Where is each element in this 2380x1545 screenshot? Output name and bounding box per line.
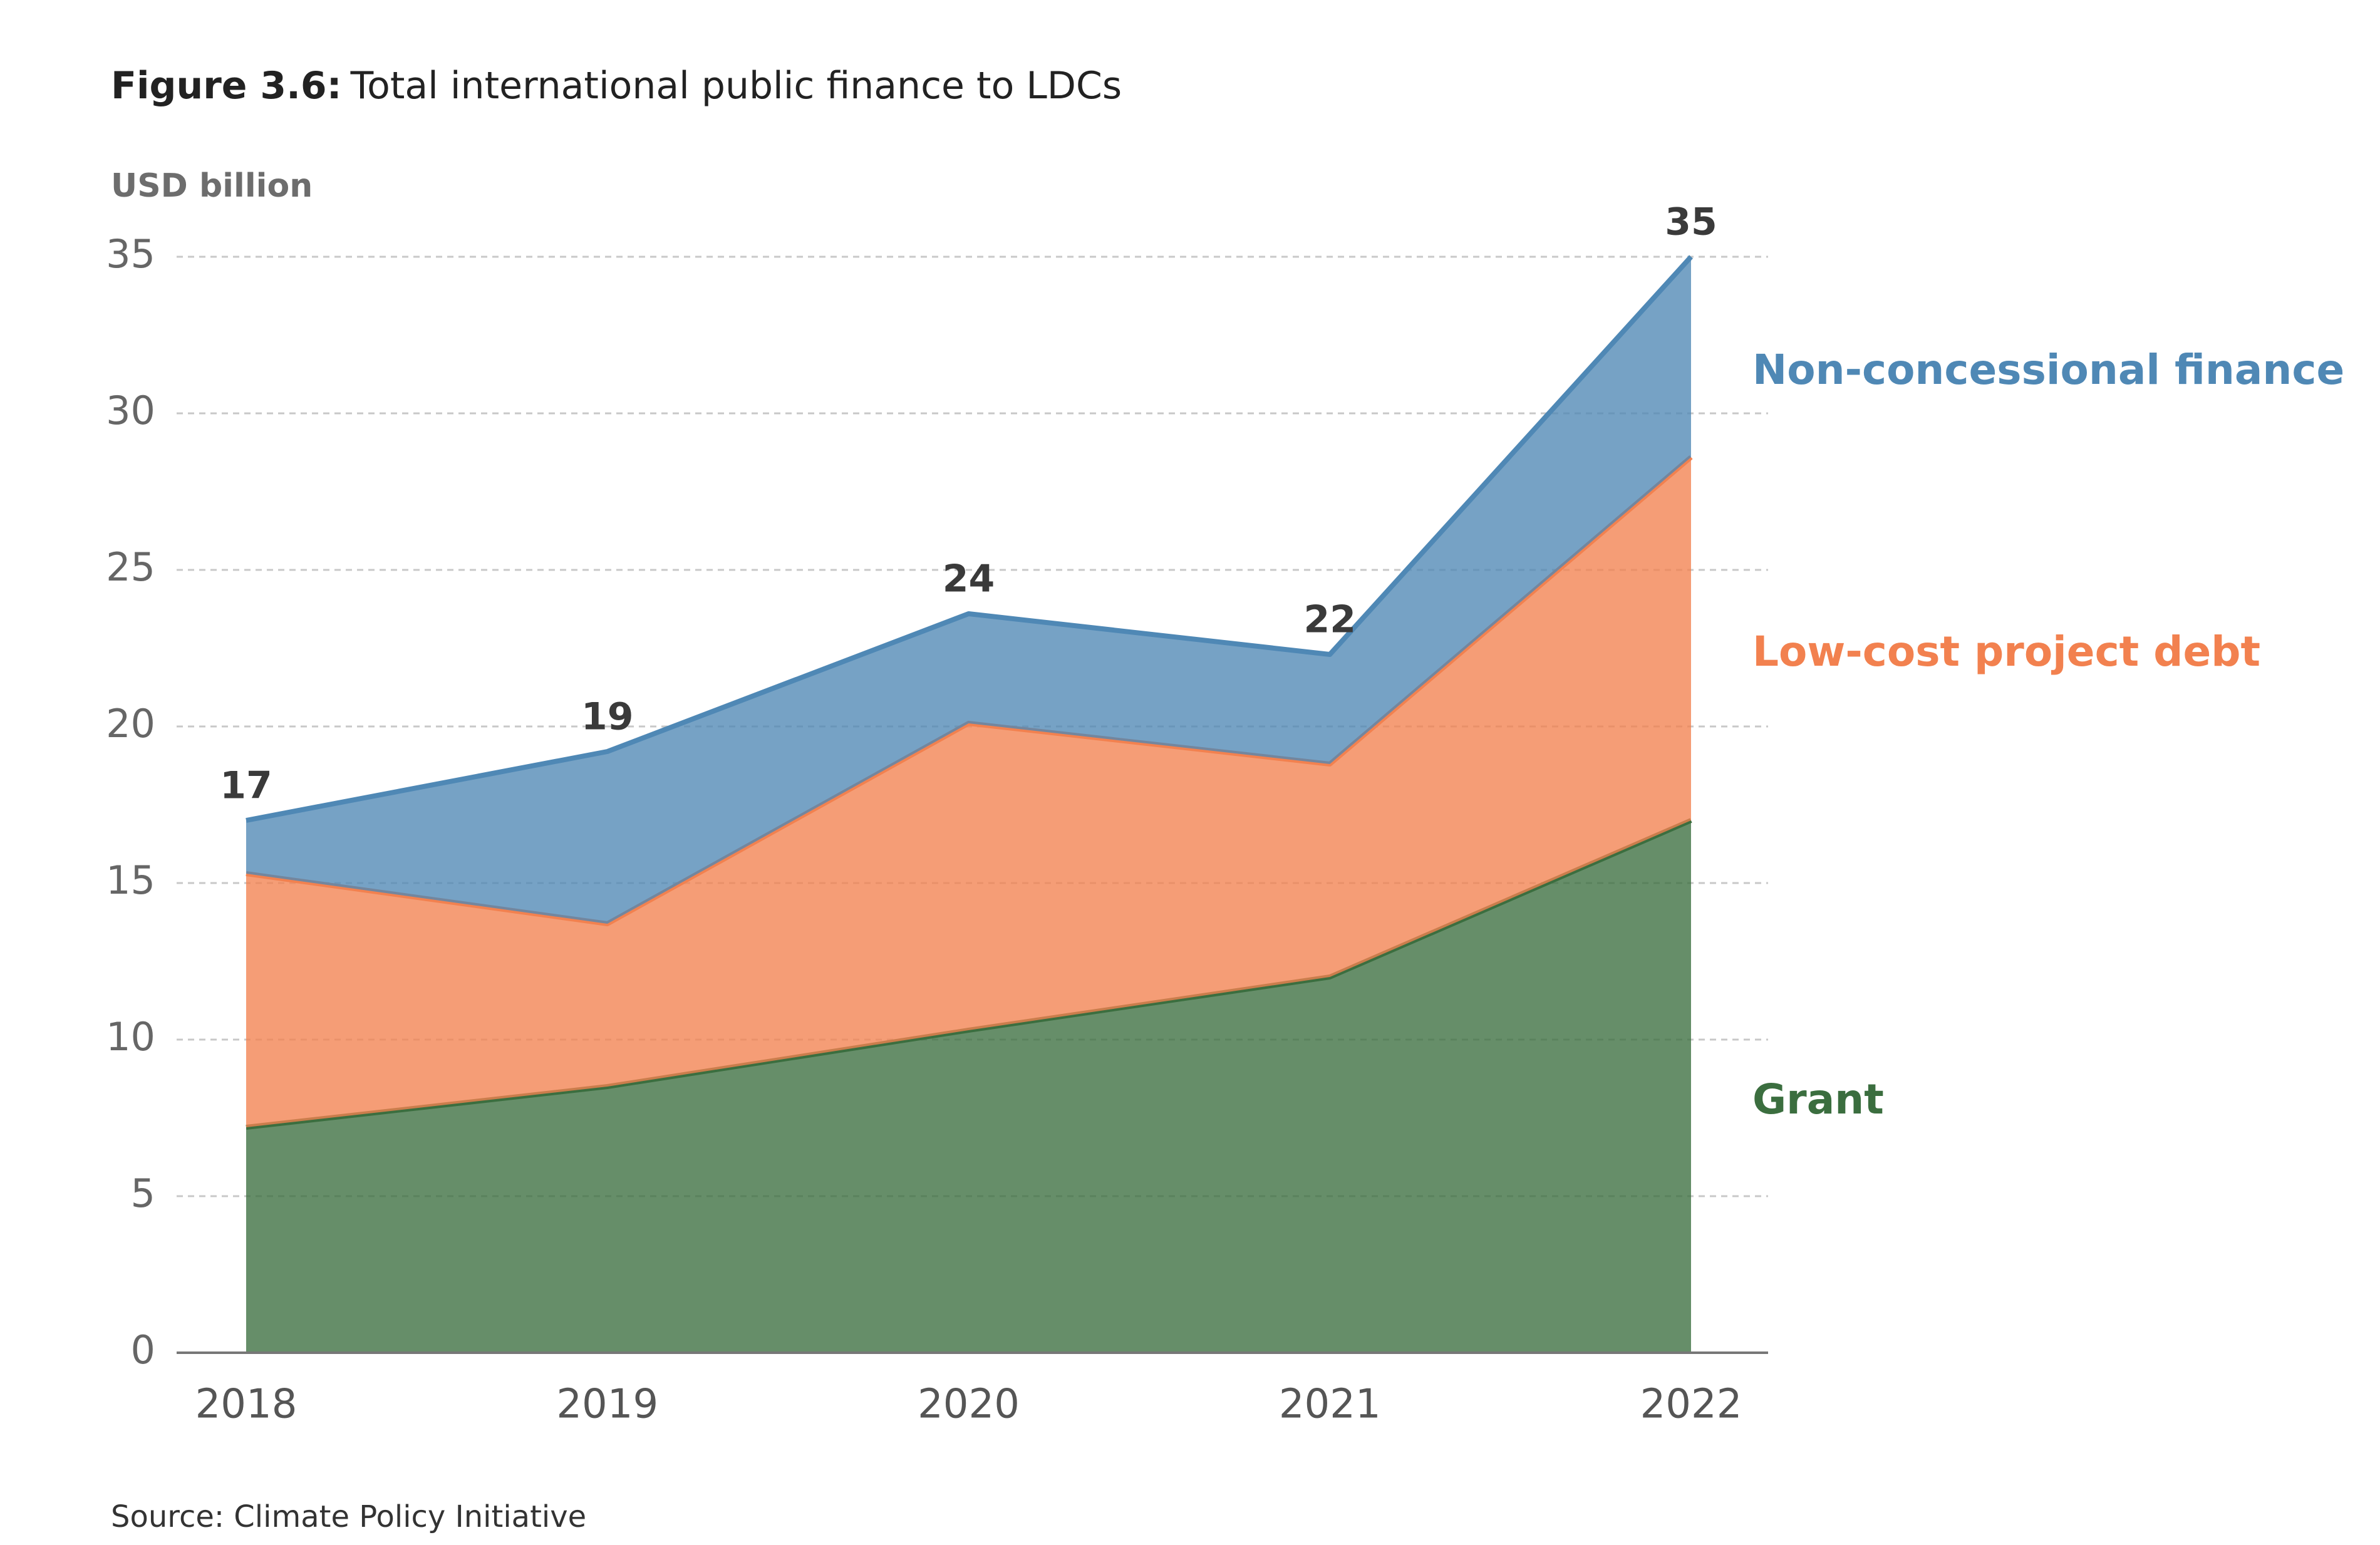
x-tick-label: 2018 — [195, 1382, 298, 1428]
area-edge — [246, 255, 1693, 823]
x-tick-label: 2021 — [1279, 1382, 1381, 1428]
legend-label: Low-cost project debt — [1752, 628, 2260, 676]
total-label: 22 — [1304, 598, 1357, 642]
y-tick-label: 25 — [106, 544, 155, 590]
x-tick-label: 2022 — [1640, 1382, 1742, 1428]
y-tick-label: 30 — [106, 388, 155, 433]
y-axis-label: USD billion — [111, 167, 313, 205]
area — [246, 457, 1691, 1127]
total-label: 35 — [1665, 200, 1717, 244]
x-tick-label: 2019 — [556, 1382, 658, 1428]
y-tick-label: 10 — [106, 1014, 155, 1060]
legend-label: Grant — [1752, 1075, 1884, 1124]
figure-label: Figure 3.6: — [111, 64, 342, 108]
area — [246, 820, 1691, 1353]
y-tick-label: 5 — [131, 1170, 155, 1216]
y-tick-label: 15 — [106, 857, 155, 903]
y-tick-label: 20 — [106, 701, 155, 747]
chart-title: Figure 3.6: Total international public fi… — [111, 64, 1122, 108]
x-tick-label: 2020 — [918, 1382, 1020, 1428]
total-label: 19 — [581, 695, 634, 739]
title-text: Total international public finance to LD… — [350, 64, 1122, 108]
source: Source: Climate Policy Initiative — [111, 1499, 586, 1534]
area — [246, 257, 1691, 924]
y-tick-label: 35 — [106, 231, 155, 277]
total-label: 17 — [220, 764, 272, 808]
total-label: 24 — [943, 557, 995, 601]
y-tick-label: 0 — [131, 1327, 155, 1373]
legend-label: Non-concessional finance — [1752, 346, 2344, 394]
